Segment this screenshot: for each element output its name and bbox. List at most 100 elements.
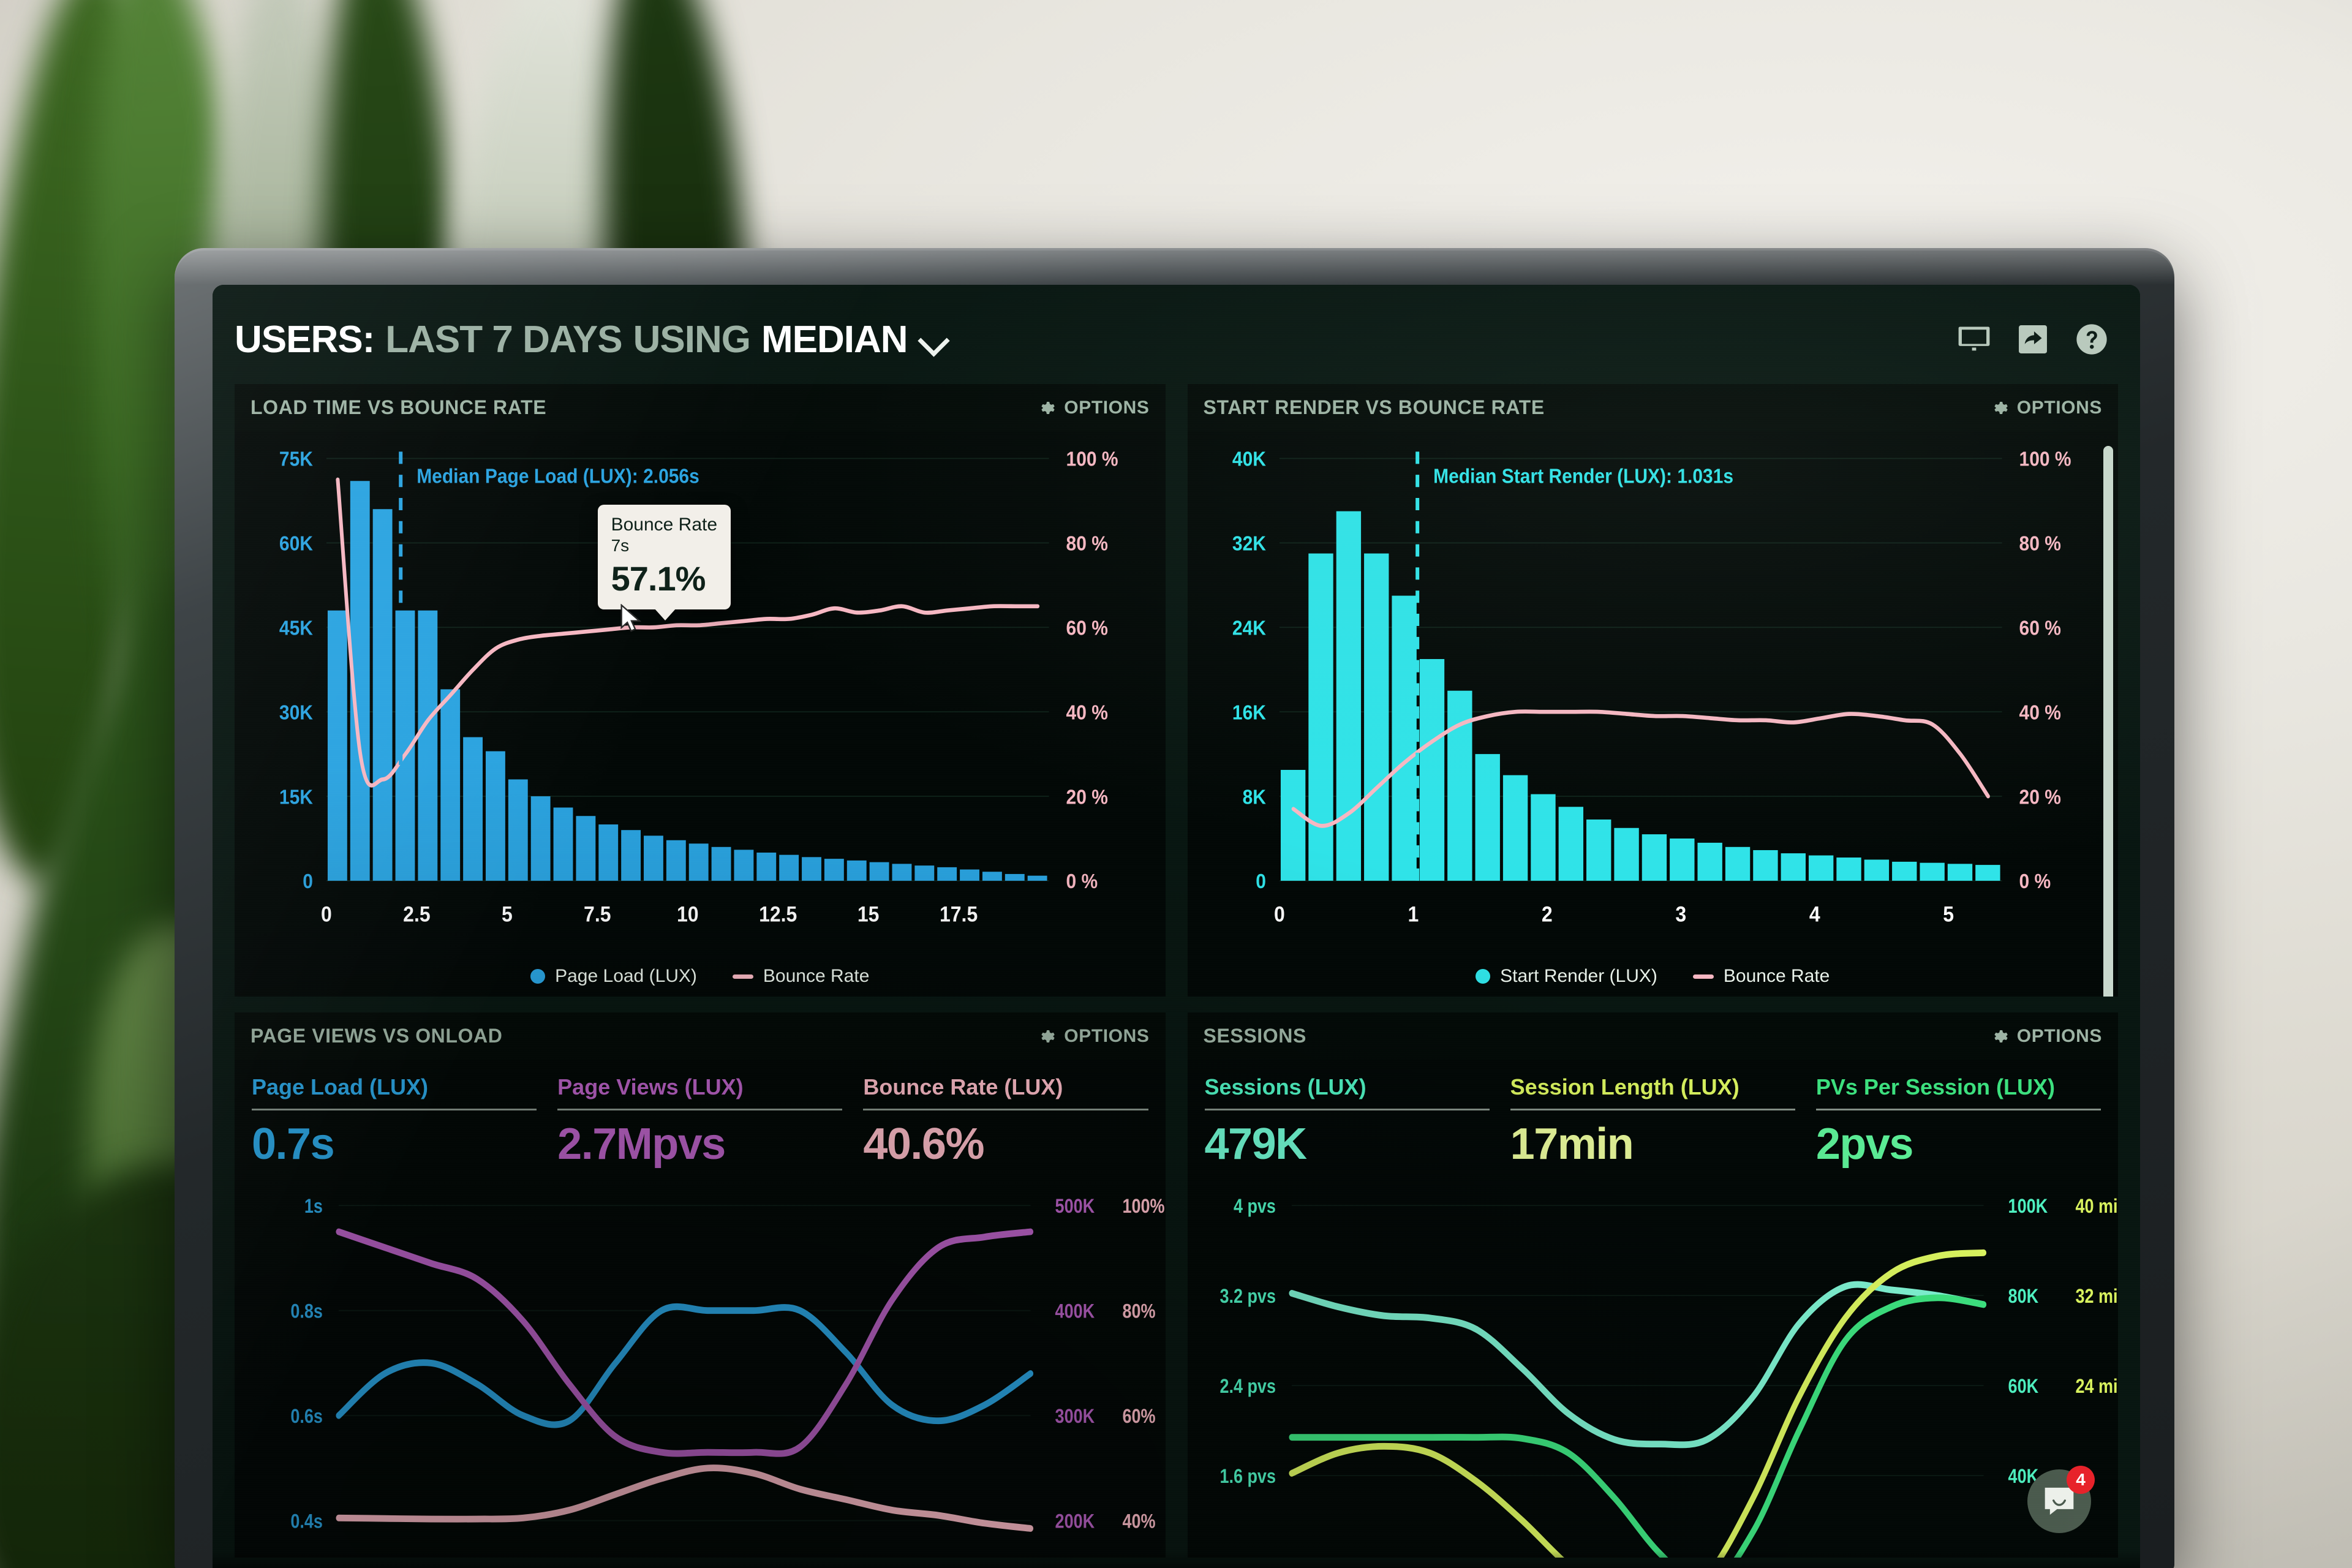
mouse-cursor-icon	[620, 603, 641, 632]
metric-label: Session Length (LUX)	[1510, 1074, 1740, 1099]
metric-sessions[interactable]: Sessions (LUX) 479K	[1204, 1074, 1490, 1169]
svg-text:3: 3	[1675, 902, 1686, 927]
metric-value: 17min	[1510, 1120, 1634, 1169]
metric-divider	[1510, 1109, 1795, 1110]
chart-canvas-load-time[interactable]: 75K 60K 45K 30K 15K 0 100 % 80 % 60 % 40 % 20 % 0 %…	[235, 431, 1166, 997]
options-label: OPTIONS	[1064, 1025, 1150, 1046]
gear-icon	[1994, 1030, 2008, 1042]
options-label: OPTIONS	[1064, 397, 1150, 418]
metric-divider	[863, 1109, 1148, 1110]
svg-text:0 %: 0 %	[1066, 870, 1098, 893]
chart-legend: Start Render (LUX) Bounce Rate	[1188, 966, 2119, 987]
svg-text:100K: 100K	[2008, 1196, 2048, 1218]
options-button[interactable]: OPTIONS	[1037, 1026, 1149, 1047]
svg-text:30K: 30K	[279, 701, 313, 724]
title-users: USERS:	[235, 318, 375, 361]
chart-load-time[interactable]: 75K 60K 45K 30K 15K 0 100 % 80 % 60 % 40 % 20 % 0 %…	[235, 431, 1166, 997]
intercom-chat-button[interactable]: 4	[2027, 1466, 2095, 1533]
metric-page-views[interactable]: Page Views (LUX) 2.7Mpvs	[557, 1074, 843, 1169]
chart-start-render[interactable]: 40K 32K 24K 16K 8K 0 100 % 80 % 60 % 40 % 20 % 0 % M…	[1188, 431, 2119, 997]
panel-body: Sessions (LUX) 479K Session Length (LUX)…	[1187, 1060, 2119, 1558]
svg-text:60K: 60K	[279, 532, 313, 555]
legend-item[interactable]: Bounce Rate	[1692, 966, 1830, 987]
metric-page-load[interactable]: Page Load (LUX) 0.7s	[252, 1074, 537, 1169]
chart-canvas-start-render[interactable]: 40K 32K 24K 16K 8K 0 100 % 80 % 60 % 40 % 20 % 0 % M…	[1188, 431, 2119, 997]
chart-tooltip: Bounce Rate 7s 57.1%	[597, 504, 731, 621]
legend-label: Bounce Rate	[1723, 966, 1830, 986]
panel-start-render-vs-bounce-rate: START RENDER VS BOUNCE RATE OPTIONS 40K 3…	[1187, 384, 2119, 997]
title-range: LAST 7 DAYS	[385, 318, 622, 361]
tooltip-arrow	[654, 608, 677, 621]
metric-session-length[interactable]: Session Length (LUX) 17min	[1510, 1074, 1795, 1169]
svg-text:80%: 80%	[1123, 1300, 1156, 1322]
svg-text:32 min: 32 min	[2075, 1286, 2118, 1308]
metric-divider	[1815, 1109, 2101, 1110]
vertical-scrollbar[interactable]	[2103, 446, 2113, 997]
panel-sessions: SESSIONS OPTIONS Sessions (LUX)	[1187, 1012, 2119, 1558]
legend-item[interactable]: Start Render (LUX)	[1476, 966, 1657, 987]
svg-text:15: 15	[858, 902, 880, 927]
svg-text:10: 10	[677, 902, 699, 927]
gear-icon	[1041, 401, 1055, 414]
svg-text:1: 1	[1408, 902, 1419, 927]
legend-item[interactable]: Bounce Rate	[732, 966, 869, 987]
panel-page-views-vs-onload: PAGE VIEWS VS ONLOAD OPTIONS Page Load (…	[235, 1012, 1166, 1558]
svg-text:15K: 15K	[279, 785, 313, 809]
chevron-down-icon[interactable]	[919, 326, 946, 353]
svg-text:32K: 32K	[1232, 532, 1265, 555]
svg-text:60%: 60%	[1123, 1406, 1156, 1428]
metric-value: 2.7Mpvs	[557, 1120, 726, 1169]
svg-text:80 %: 80 %	[1066, 532, 1108, 555]
svg-text:0: 0	[303, 870, 313, 893]
svg-text:2.4 pvs: 2.4 pvs	[1219, 1376, 1276, 1398]
metric-label: Bounce Rate (LUX)	[863, 1074, 1063, 1099]
legend-line-icon	[732, 974, 753, 979]
legend-label: Start Render (LUX)	[1500, 966, 1657, 986]
svg-text:0: 0	[1256, 870, 1266, 893]
metric-row: Sessions (LUX) 479K Session Length (LUX)…	[1188, 1060, 2119, 1173]
svg-text:1s: 1s	[304, 1196, 323, 1218]
metric-divider	[1204, 1109, 1490, 1110]
metric-divider	[557, 1109, 843, 1110]
help-icon[interactable]	[2074, 322, 2109, 357]
share-icon[interactable]	[2015, 322, 2051, 357]
metric-bounce-rate[interactable]: Bounce Rate (LUX) 40.6%	[863, 1074, 1148, 1169]
dashboard-grid: LOAD TIME VS BOUNCE RATE OPTIONS 75K 60K 4…	[235, 384, 2118, 1558]
page-title[interactable]: USERS: LAST 7 DAYS USING MEDIAN	[235, 318, 946, 361]
tooltip-title: Bounce Rate	[611, 514, 718, 535]
metric-value: 2pvs	[1815, 1120, 1914, 1169]
monitor-icon[interactable]	[1956, 322, 1992, 357]
svg-text:100 %: 100 %	[2019, 447, 2071, 470]
svg-text:1.6 pvs: 1.6 pvs	[1219, 1466, 1276, 1488]
app-header: USERS: LAST 7 DAYS USING MEDIAN	[235, 306, 2118, 373]
svg-text:75K: 75K	[279, 447, 313, 470]
options-button[interactable]: OPTIONS	[1990, 1026, 2102, 1047]
metric-label: PVs Per Session (LUX)	[1815, 1074, 2055, 1099]
chart-canvas-page-views[interactable]: 1s 0.8s 0.6s 0.4s 500K 400K 300K 200K 100% 80% 60%…	[235, 1173, 1166, 1558]
metric-label: Page Load (LUX)	[252, 1074, 429, 1099]
legend-item[interactable]: Page Load (LUX)	[530, 966, 697, 987]
laptop-screen: USERS: LAST 7 DAYS USING MEDIAN	[213, 285, 2140, 1568]
chat-bubble-icon	[2045, 1487, 2074, 1515]
gear-icon	[1041, 1030, 1055, 1042]
panel-title: SESSIONS	[1203, 1025, 1306, 1047]
title-aggregation: MEDIAN	[761, 318, 908, 361]
svg-text:0 %: 0 %	[2019, 870, 2051, 893]
svg-text:500K: 500K	[1055, 1196, 1095, 1218]
screen-bottom-shadow	[213, 1551, 2140, 1568]
gear-icon	[1994, 401, 2008, 414]
svg-text:3.2 pvs: 3.2 pvs	[1219, 1286, 1276, 1308]
chart-sessions-trend[interactable]: 4 pvs 3.2 pvs 2.4 pvs 1.6 pvs 100K 80K 60K 40K 4…	[1188, 1173, 2119, 1558]
metric-pvs-per-session[interactable]: PVs Per Session (LUX) 2pvs	[1815, 1074, 2101, 1169]
chart-page-views-trend[interactable]: 1s 0.8s 0.6s 0.4s 500K 400K 300K 200K 100% 80% 60%…	[235, 1173, 1166, 1558]
options-button[interactable]: OPTIONS	[1037, 398, 1149, 418]
svg-text:40 %: 40 %	[1066, 701, 1108, 724]
svg-text:300K: 300K	[1055, 1406, 1095, 1428]
laptop-device: USERS: LAST 7 DAYS USING MEDIAN	[175, 248, 2174, 1568]
panel-header: LOAD TIME VS BOUNCE RATE OPTIONS	[235, 384, 1166, 431]
svg-text:60K: 60K	[2008, 1376, 2038, 1398]
panel-header: PAGE VIEWS VS ONLOAD OPTIONS	[235, 1012, 1166, 1060]
lid-highlight	[175, 248, 2174, 285]
options-button[interactable]: OPTIONS	[1990, 398, 2102, 418]
